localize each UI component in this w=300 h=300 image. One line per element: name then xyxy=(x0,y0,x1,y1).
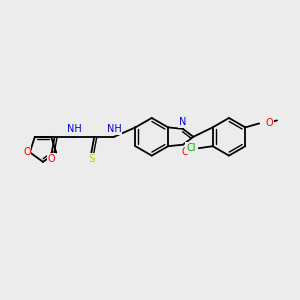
Text: O: O xyxy=(48,154,56,164)
Text: Cl: Cl xyxy=(186,143,196,153)
Text: O: O xyxy=(23,147,31,157)
Text: S: S xyxy=(88,154,94,164)
Text: O: O xyxy=(265,118,273,128)
Text: NH: NH xyxy=(107,124,122,134)
Text: O: O xyxy=(181,147,189,157)
Text: N: N xyxy=(179,117,187,127)
Text: NH: NH xyxy=(67,124,82,134)
